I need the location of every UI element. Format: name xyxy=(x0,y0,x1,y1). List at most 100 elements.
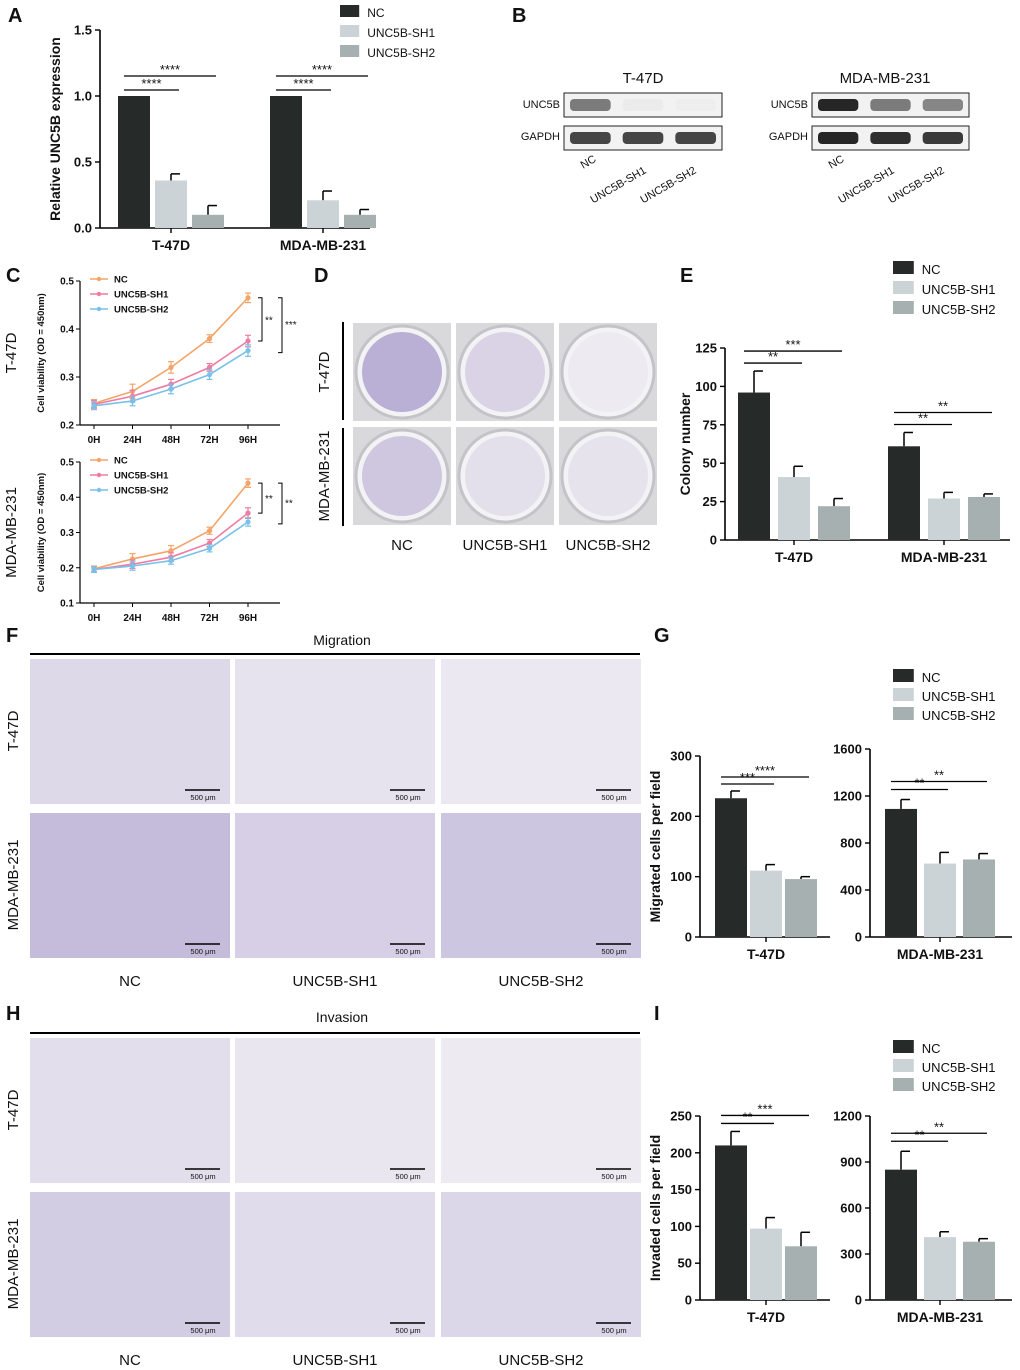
micro-stain xyxy=(441,813,641,958)
legend-a: NC UNC5B-SH1 UNC5B-SH2 xyxy=(340,5,436,60)
y-tick-label: 100 xyxy=(695,379,717,394)
micro-photo xyxy=(441,1038,641,1183)
y-tick-label: 0.3 xyxy=(60,528,74,539)
x-tick-label: 96H xyxy=(239,613,257,624)
row-label: MDA-MB-231 xyxy=(5,840,22,931)
y-tick-label: 0 xyxy=(855,1293,862,1308)
bar xyxy=(924,1237,956,1300)
colony-photo-grid: T-47D MDA-MB-231 NC UNC5B-SH1 UNC5B-SH2 xyxy=(316,322,657,554)
micro-stain xyxy=(235,813,435,958)
y-axis-label: Cell viability (OD = 450nm) xyxy=(36,473,47,593)
chart-i2: 0 300 600 900 1200 MDA-MB-231 ** ** xyxy=(833,1109,1012,1325)
legend-label-2: UNC5B-SH2 xyxy=(114,486,168,497)
data-point xyxy=(206,364,213,370)
wb-mda-gapdh-band xyxy=(870,132,911,144)
bar xyxy=(192,214,224,228)
data-point xyxy=(245,510,251,516)
legend-label-1: UNC5B-SH1 xyxy=(922,282,996,297)
y-tick-label: 50 xyxy=(703,456,717,471)
legend-label-0: NC xyxy=(367,6,385,20)
y-tick-label: 800 xyxy=(840,836,862,851)
plate-colonies xyxy=(362,436,442,516)
micro-stain xyxy=(30,1192,230,1337)
micro-stain xyxy=(235,1192,435,1337)
data-point xyxy=(245,338,251,344)
chart-i1: 0 50 100 150 200 250 Invaded cells per field T-… xyxy=(647,1101,830,1325)
chart-g1: 0 100 200 300 Migrated cells per field T-47D *… xyxy=(647,749,830,962)
y-tick-label: 900 xyxy=(840,1155,862,1170)
invasion-title: Invasion xyxy=(316,1009,368,1025)
y-tick-label: 0.2 xyxy=(60,421,74,432)
chart-c1: 0.2 0.3 0.4 0.5 0H 24H 48H 72H 96H Cell viability… xyxy=(3,275,297,447)
y-axis-label: Invaded cells per field xyxy=(647,1135,663,1281)
sig-label: ** xyxy=(768,349,778,364)
panel-label-b: B xyxy=(512,5,526,27)
wb-mda-unc5b-band xyxy=(922,99,963,111)
bar xyxy=(715,1145,747,1300)
micro-photo xyxy=(441,1192,641,1337)
data-point xyxy=(129,398,136,404)
x-tick-label: MDA-MB-231 xyxy=(897,946,984,962)
panel-label-h: H xyxy=(6,1003,20,1025)
panel-label-a: A xyxy=(8,5,22,27)
legend-marker-1 xyxy=(96,472,102,478)
wb-title-t47d: T-47D xyxy=(623,70,664,87)
x-tick-label: MDA-MB-231 xyxy=(280,237,367,253)
x-tick-label: 24H xyxy=(123,613,141,624)
wb-t47d-gapdh-band xyxy=(570,132,611,144)
data-point xyxy=(206,528,213,534)
micro-stain xyxy=(441,659,641,804)
y-tick-label: 1.5 xyxy=(74,23,92,38)
col-label: UNC5B-SH2 xyxy=(498,1352,583,1369)
plate-dish xyxy=(457,324,553,420)
legend-label-1: UNC5B-SH1 xyxy=(114,290,169,301)
y-tick-label: 0.0 xyxy=(74,221,92,236)
legend-swatch-0 xyxy=(893,1040,914,1053)
wb-lane-label: NC xyxy=(827,153,847,171)
legend-swatch-1 xyxy=(340,25,360,37)
bar xyxy=(785,1246,817,1300)
sig-label: ** xyxy=(914,1127,924,1142)
data-point xyxy=(245,295,251,301)
bar xyxy=(750,870,782,937)
bar xyxy=(924,863,956,937)
row-label: T-47D xyxy=(5,1089,22,1130)
sig-label: ** xyxy=(285,499,293,510)
micro-photo xyxy=(30,1038,230,1183)
bar xyxy=(885,1169,917,1300)
wb-t47d-unc5b-band xyxy=(675,99,716,111)
legend-swatch-0 xyxy=(893,669,914,682)
bar xyxy=(963,859,995,937)
data-point xyxy=(245,519,251,525)
legend-i: NC UNC5B-SH1 UNC5B-SH2 xyxy=(893,1040,995,1094)
legend-swatch-1 xyxy=(893,1059,914,1072)
x-tick-label: 48H xyxy=(162,613,180,624)
micro-photo xyxy=(235,813,435,958)
legend-label-2: UNC5B-SH2 xyxy=(922,708,996,723)
plate-colonies xyxy=(362,332,442,412)
legend-label-0: NC xyxy=(114,456,128,467)
legend-label-1: UNC5B-SH1 xyxy=(922,1060,996,1075)
wb-row-gapdh-t47d: GAPDH xyxy=(521,131,560,143)
y-tick-label: 0.2 xyxy=(60,563,74,574)
x-tick-label: 72H xyxy=(200,613,218,624)
sig-label: **** xyxy=(141,76,161,91)
sig-bracket xyxy=(278,297,283,354)
y-tick-label: 1200 xyxy=(833,1109,862,1124)
panel-label-g: G xyxy=(654,625,670,647)
y-axis-label: Migrated cells per field xyxy=(647,771,663,923)
data-point xyxy=(245,348,251,354)
bar xyxy=(750,1228,782,1300)
y-tick-label: 50 xyxy=(678,1256,692,1271)
scale-bar-label: 500 μm xyxy=(190,1172,215,1181)
legend-label-0: NC xyxy=(922,670,941,685)
data-point xyxy=(91,403,97,409)
legend-swatch-2 xyxy=(340,45,360,57)
chart-c2: 0.1 0.2 0.3 0.4 0.5 0H 24H 48H 72H 96H Cell viabil… xyxy=(3,456,293,625)
y-tick-label: 0 xyxy=(710,533,717,548)
scale-bar-label: 500 μm xyxy=(601,1172,626,1181)
y-axis-label: Colony number xyxy=(677,392,693,495)
sig-label: **** xyxy=(755,763,775,778)
scale-bar-label: 500 μm xyxy=(601,793,626,802)
wb-lane-label: NC xyxy=(579,153,599,171)
